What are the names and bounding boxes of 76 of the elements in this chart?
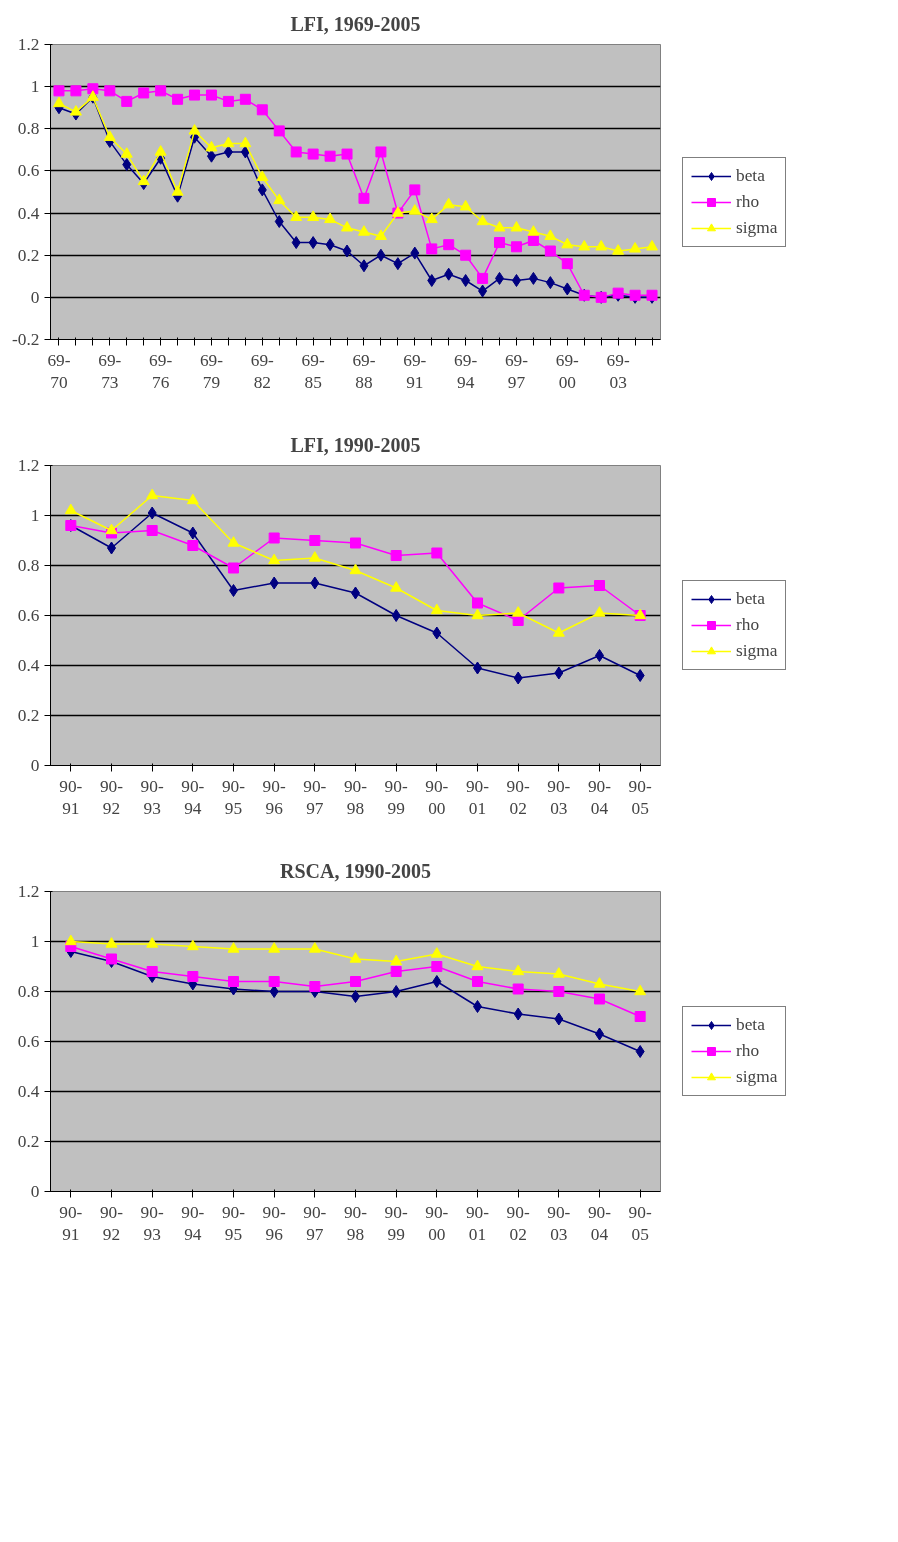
x-tick-label: 90-95 (221, 776, 246, 819)
x-tick-label: 90-02 (506, 776, 530, 819)
x-tick-label: 90-04 (587, 1202, 612, 1245)
y-tick-label: 0.4 (17, 656, 40, 675)
y-tick-label: 0.6 (17, 1032, 40, 1051)
y-tick-label: 0.2 (17, 1132, 40, 1151)
y-tick-label: 0.8 (17, 556, 40, 575)
x-tick-label: 90-96 (262, 776, 286, 819)
x-tick-label: 90-00 (425, 776, 449, 819)
x-tick-label: 69-73 (98, 350, 122, 393)
y-tick-label: 0.8 (17, 982, 40, 1001)
y-tick-label: 0.4 (17, 203, 40, 223)
legend-label: sigma (736, 1067, 778, 1087)
y-tick-label: 1 (30, 506, 40, 525)
x-tick-label: 90-99 (384, 1202, 408, 1245)
y-tick-label: 1.2 (17, 35, 40, 54)
x-tick-label: 69-91 (403, 350, 427, 393)
legend-label: sigma (736, 217, 778, 238)
x-tick-label: 90-93 (140, 1202, 164, 1245)
legend-label: rho (736, 191, 760, 212)
x-tick-label: 90-03 (547, 776, 571, 819)
x-tick-label: 90-99 (384, 776, 408, 819)
x-tick-label: 90-02 (506, 1202, 530, 1245)
legend-label: sigma (736, 641, 778, 661)
x-tick-label: 69-97 (504, 350, 529, 393)
x-tick-label: 90-91 (59, 1202, 83, 1245)
x-tick-label: 69-88 (352, 350, 376, 393)
x-tick-label: 90-92 (99, 776, 124, 819)
y-tick-label: 0.6 (17, 161, 40, 181)
x-tick-label: 90-97 (303, 1202, 327, 1245)
y-tick-label: 0.8 (17, 119, 40, 139)
y-tick-label: 0.4 (17, 1082, 40, 1101)
x-tick-label: 90-03 (547, 1202, 571, 1245)
x-tick-label: 69-00 (555, 350, 580, 393)
y-tick-label: 0 (30, 287, 40, 307)
x-tick-label: 90-98 (343, 1202, 368, 1245)
x-tick-label: 90-01 (465, 1202, 490, 1245)
x-tick-label: 69-79 (199, 350, 224, 393)
x-tick-label: 90-00 (425, 1202, 449, 1245)
x-tick-label: 69-85 (301, 350, 325, 393)
legend-label: beta (736, 1015, 765, 1035)
x-tick-label: 90-01 (465, 776, 490, 819)
x-tick-label: 90-96 (262, 1202, 286, 1245)
y-tick-label: 1.2 (17, 456, 40, 475)
x-tick-label: 90-05 (628, 1202, 652, 1245)
x-tick-label: 69-70 (47, 350, 71, 393)
x-tick-label: 90-94 (181, 776, 205, 819)
y-tick-label: 0.2 (17, 245, 40, 265)
x-tick-label: 90-91 (59, 776, 83, 819)
x-tick-label: 69-94 (454, 350, 478, 393)
y-tick-label: 1 (30, 77, 40, 97)
chart-title: LFI, 1969-2005 (290, 12, 421, 35)
y-tick-label: 0 (30, 1182, 40, 1201)
x-tick-label: 90-94 (181, 1202, 205, 1245)
x-tick-label: 90-92 (99, 1202, 124, 1245)
y-tick-label: 1 (30, 932, 40, 951)
x-tick-label: 90-98 (343, 776, 368, 819)
y-tick-label: 0.6 (17, 606, 40, 625)
legend-label: beta (736, 165, 765, 186)
x-tick-label: 90-97 (303, 776, 327, 819)
x-tick-label: 90-05 (628, 776, 652, 819)
chart-title: LFI, 1990-2005 (290, 433, 421, 456)
legend-label: rho (736, 1041, 760, 1061)
y-tick-label: 1.2 (17, 882, 40, 901)
x-tick-label: 90-04 (587, 776, 612, 819)
x-tick-label: 69-82 (250, 350, 275, 393)
legend-label: rho (736, 615, 760, 635)
x-tick-label: 69-03 (606, 350, 630, 393)
x-tick-label: 69-76 (149, 350, 173, 393)
chart-title: RSCA, 1990-2005 (279, 859, 432, 882)
x-tick-label: 90-95 (221, 1202, 246, 1245)
x-tick-label: 90-93 (140, 776, 164, 819)
legend-label: beta (736, 589, 765, 609)
y-tick-label: 0.2 (17, 706, 40, 725)
y-tick-label: 0 (30, 756, 40, 775)
y-tick-label: -0.2 (12, 330, 40, 349)
